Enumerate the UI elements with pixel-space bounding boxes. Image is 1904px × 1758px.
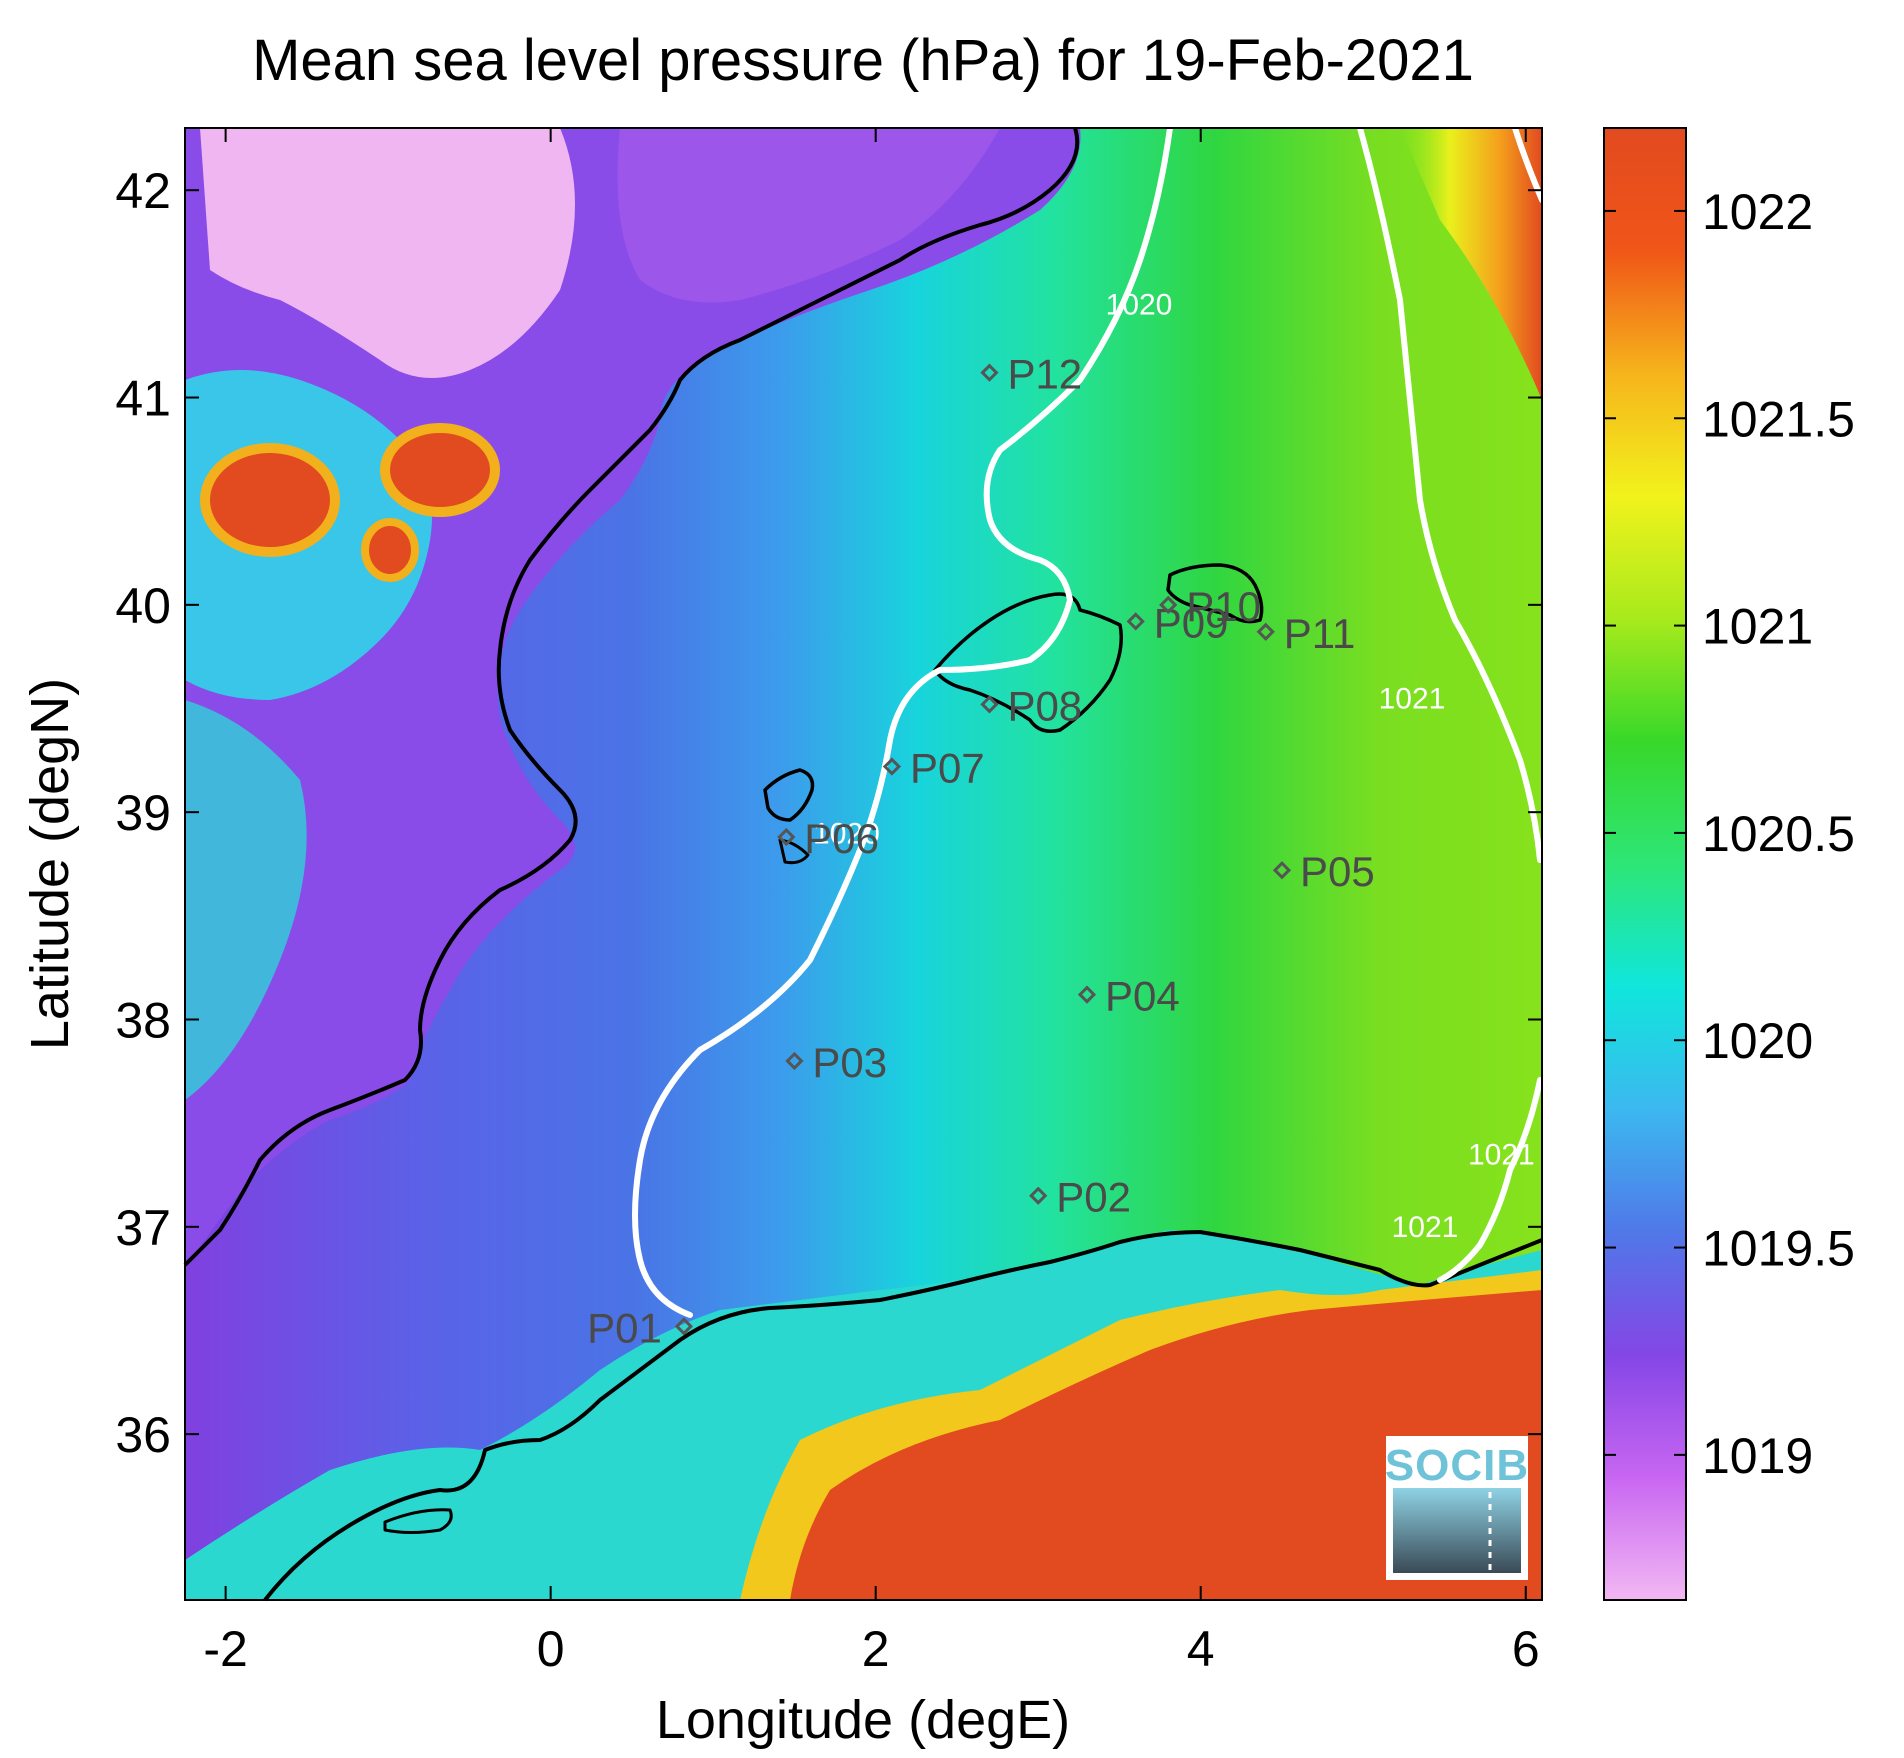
station-label: P12 xyxy=(1007,351,1082,398)
mallorca-coastline xyxy=(933,592,1123,733)
station-marker xyxy=(1159,595,1178,614)
contour-1021-se xyxy=(1437,1077,1543,1283)
station-label: P08 xyxy=(1007,682,1082,729)
contour-label: 1020 xyxy=(813,817,880,850)
x-axis-label: Longitude (degE) xyxy=(656,1690,1070,1750)
contour-1021-ne xyxy=(1512,125,1545,203)
station-label: P01 xyxy=(587,1304,662,1351)
y-axis-label: Latitude (degN) xyxy=(20,678,80,1050)
x-tick-label: 6 xyxy=(1512,1621,1540,1677)
station-label: P11 xyxy=(1284,610,1356,657)
station-label: P07 xyxy=(910,745,985,792)
y-tick-label: 36 xyxy=(115,1407,171,1463)
contour-label: 1020 xyxy=(1106,289,1173,322)
station-marker xyxy=(674,1317,694,1336)
y-tick-label: 41 xyxy=(115,371,171,427)
map-title: Mean sea level pressure (hPa) for 19-Feb… xyxy=(252,28,1474,93)
colorbar-tick-label: 1019.5 xyxy=(1702,1221,1855,1277)
station-marker xyxy=(980,695,999,714)
colorbar-tick-label: 1019 xyxy=(1702,1428,1813,1484)
coastlines xyxy=(183,127,1543,1602)
colorbar-tick-label: 1020 xyxy=(1702,1013,1813,1069)
contour-labels: 1020 1020 1021 1021 1021 xyxy=(813,289,1535,1245)
station-label: P10 xyxy=(1186,583,1261,630)
x-tick-label: 4 xyxy=(1187,1621,1215,1677)
station-marker xyxy=(1272,861,1292,880)
socib-logo: SOCIB xyxy=(1385,1436,1529,1580)
y-axis-ticks: 36 37 38 39 40 41 42 xyxy=(115,163,1542,1463)
x-tick-label: 0 xyxy=(537,1621,565,1677)
plot-frame xyxy=(184,127,1543,1601)
station-marker xyxy=(882,757,902,776)
y-tick-label: 39 xyxy=(115,785,171,841)
iberia-coastline xyxy=(183,127,1080,1267)
station-marker xyxy=(1126,612,1145,631)
iberia-southwest xyxy=(185,700,307,1100)
station-label: P06 xyxy=(804,815,879,862)
iberia-land xyxy=(185,128,1081,1270)
station-label: P04 xyxy=(1105,973,1180,1020)
y-tick-label: 40 xyxy=(115,578,171,634)
contour-label: 1021 xyxy=(1468,1139,1535,1172)
contour-1020 xyxy=(632,125,1173,1318)
y-tick-label: 38 xyxy=(115,992,171,1048)
logo-sea-image xyxy=(1393,1488,1521,1573)
x-tick-label: -2 xyxy=(203,1621,247,1677)
colorbar-ticks: 1019 1019.5 1020 1020.5 1021 1021.5 1022 xyxy=(1604,184,1855,1484)
pressure-field xyxy=(185,128,1542,1600)
colorbar-tick-label: 1021 xyxy=(1702,599,1813,655)
colorbar-tick-label: 1020.5 xyxy=(1702,806,1855,862)
contour-label: 1021 xyxy=(1379,683,1446,716)
station-label: P05 xyxy=(1300,848,1375,895)
high-pressure-spot-2 xyxy=(380,423,500,517)
high-pressure-spot-1 xyxy=(200,443,340,557)
colorbar-tick-label: 1021.5 xyxy=(1702,391,1855,447)
menorca-coastline xyxy=(1166,563,1264,624)
iberia-low-zone xyxy=(200,128,575,378)
x-axis-ticks: -2 0 2 4 6 xyxy=(203,128,1540,1677)
ibiza-coastline xyxy=(763,768,815,822)
x-tick-label: 2 xyxy=(862,1621,890,1677)
station-marker xyxy=(980,363,999,382)
northeast-high-zone xyxy=(1400,128,1542,400)
colorbar-tick-label: 1022 xyxy=(1702,184,1813,240)
contour-label: 1021 xyxy=(1392,1211,1459,1244)
north-africa-high xyxy=(790,1290,1542,1600)
iberia-ridge xyxy=(617,128,1000,303)
north-africa-coastline xyxy=(263,1230,1543,1602)
colorbar xyxy=(1603,127,1687,1601)
high-pressure-spot-3 xyxy=(361,518,419,582)
contour-1021-east xyxy=(1357,125,1543,863)
station-marker xyxy=(1256,622,1275,641)
alboran-island xyxy=(383,1508,453,1534)
pressure-contours xyxy=(632,125,1545,1318)
y-tick-label: 42 xyxy=(115,163,171,219)
station-marker xyxy=(1077,985,1097,1004)
logo-text: SOCIB xyxy=(1385,1441,1529,1490)
station-marker xyxy=(785,1051,804,1071)
station-marker xyxy=(777,827,796,847)
station-label: P09 xyxy=(1154,599,1229,646)
station-marker xyxy=(1029,1186,1048,1205)
station-label: P03 xyxy=(812,1039,887,1086)
y-tick-label: 37 xyxy=(115,1200,171,1256)
station-label: P02 xyxy=(1056,1174,1131,1221)
